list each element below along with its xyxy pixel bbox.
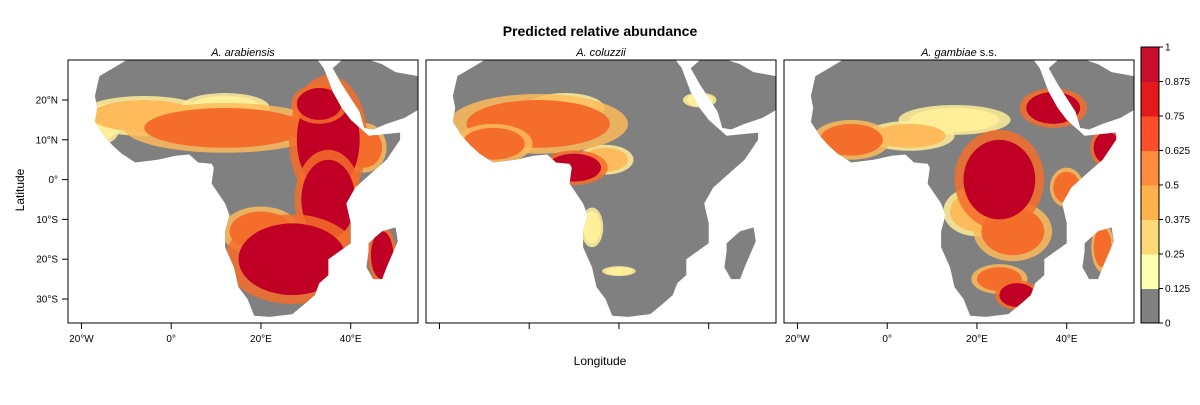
abundance-region-high [999, 283, 1036, 307]
panel-1-title: A. arabiensis [210, 47, 275, 59]
colorbar-segment [1141, 288, 1159, 324]
x-tick-label: 20°E [966, 334, 988, 345]
panel-3-map-layer [810, 60, 1134, 317]
colorbar-segment [1141, 81, 1159, 117]
abundance-region-high [296, 88, 342, 120]
panel-2-frame [425, 59, 777, 324]
abundance-region-high [547, 153, 601, 182]
panel-3-frame [783, 59, 1135, 324]
panel-1-map-layer [94, 60, 418, 317]
arabian-peninsula-landmass [1048, 60, 1134, 130]
abundance-region-high [963, 139, 1036, 220]
x-tick-label: 0° [166, 334, 176, 345]
colorbar-tick-label: 0 [1165, 319, 1171, 330]
abundance-region-high [1026, 92, 1081, 124]
panel-2-map [452, 60, 776, 317]
x-axis-panel-2 [438, 323, 710, 329]
y-tick-label: 0° [48, 175, 58, 186]
y-tick-label: 10°N [36, 135, 58, 146]
panel-2-title: A. coluzzii [575, 47, 626, 59]
x-tick-label: 40°E [340, 334, 362, 345]
x-axis-panel-3: 20°W 0° 20°E 40°E [785, 323, 1078, 345]
y-tick-label: 20°S [36, 255, 58, 266]
abundance-region-high [238, 223, 347, 296]
colorbar-tick-label: 0.375 [1165, 215, 1190, 226]
y-axis: 20°N 10°N 0° 10°S 20°S 30°S [36, 96, 68, 306]
panel-1-map [94, 60, 418, 317]
x-axis-label: Longitude [574, 354, 627, 368]
colorbar-segment [1141, 185, 1159, 220]
abundance-region-low [873, 123, 946, 148]
colorbar-tick-label: 0.875 [1165, 77, 1190, 88]
colorbar-segment [1141, 150, 1159, 186]
arabian-peninsula-landmass [690, 60, 776, 130]
abundance-region-mid [144, 107, 306, 148]
abundance-region-mid [1053, 171, 1081, 204]
abundance-region-faint [605, 267, 633, 276]
panel-2-map-layer [452, 60, 776, 317]
abundance-region-mid [461, 127, 525, 160]
y-axis-label: Latitude [13, 168, 27, 211]
panel-2-abundance-layer [452, 92, 717, 277]
colorbar-tick-label: 1 [1165, 43, 1171, 54]
panel-3: A. gambiae s.s. [783, 47, 1135, 324]
abundance-region-faint [583, 211, 601, 244]
arabian-peninsula-landmass [332, 60, 418, 130]
x-tick-label: 20°W [785, 334, 810, 345]
y-tick-label: 10°S [36, 215, 58, 226]
colorbar-tick-label: 0.25 [1165, 250, 1185, 261]
x-tick-label: 20°E [250, 334, 272, 345]
y-tick-label: 30°S [36, 295, 58, 306]
madagascar-landmass [724, 227, 756, 280]
panel-3-title: A. gambiae s.s. [920, 47, 997, 59]
x-axis-panel-1: 20°W 0° 20°E 40°E [69, 323, 362, 345]
colorbar-tick-label: 0.75 [1165, 112, 1185, 123]
colorbar-tick-label: 0.625 [1165, 146, 1190, 157]
figure-title: Predicted relative abundance [503, 23, 698, 39]
y-tick-label: 20°N [36, 96, 58, 107]
abundance-region-mid [1093, 227, 1112, 268]
colorbar-tick-label: 0.5 [1165, 181, 1179, 192]
panel-1-frame [67, 59, 419, 324]
abundance-region-high [370, 231, 394, 280]
colorbar-segment [1141, 219, 1159, 255]
abundance-region-faint [686, 94, 714, 106]
x-tick-label: 40°E [1056, 334, 1078, 345]
abundance-region-high [1093, 131, 1121, 164]
colorbar-segment [1141, 47, 1159, 82]
panel-1: A. arabiensis [67, 47, 419, 324]
colorbar-segment [1141, 116, 1159, 151]
panel-3-map [810, 60, 1134, 317]
colorbar-tick-label: 0.125 [1165, 284, 1190, 295]
colorbar-legend: 0 0.125 0.25 0.375 0.5 0.625 0.75 0.875 1 [1140, 43, 1190, 330]
colorbar-segment [1141, 254, 1159, 289]
x-tick-label: 0° [882, 334, 892, 345]
x-tick-label: 20°W [69, 334, 94, 345]
panel-2: A. coluzzii [425, 47, 777, 324]
abundance-region-mid [819, 123, 883, 156]
